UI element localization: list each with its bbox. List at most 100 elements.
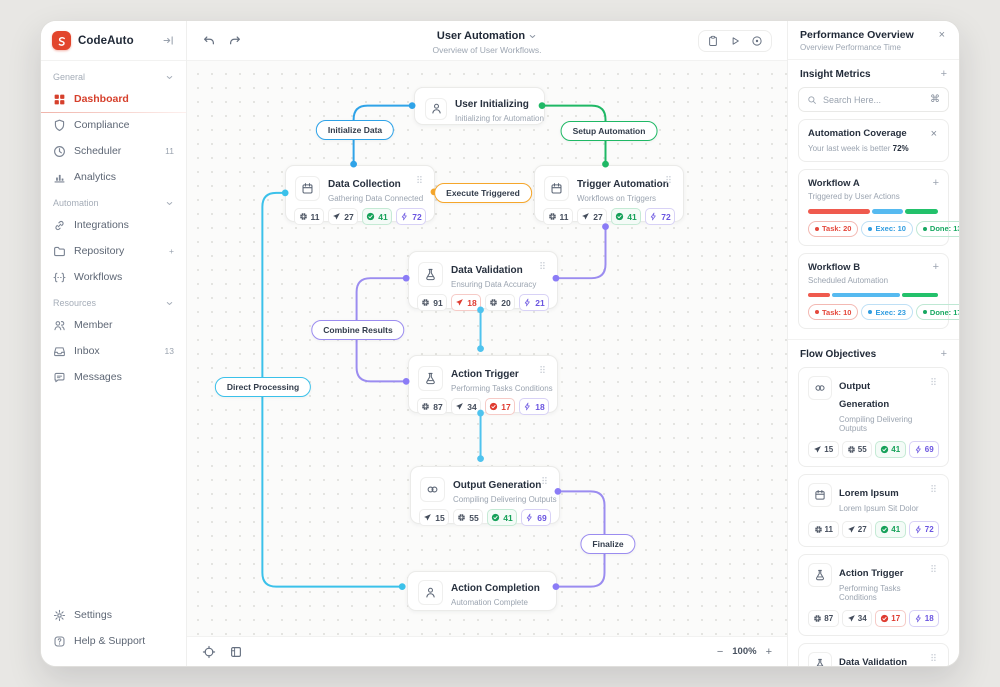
sidebar-item-repository[interactable]: Repository + [50,238,177,264]
clock-icon [53,145,66,158]
card-stats: 87 34 17 18 [808,610,939,627]
objective-card-lorem-ipsum[interactable]: Lorem Ipsum Lorem Ipsum Sit Dolor 11 27 … [798,474,949,547]
sidebar-item-integrations[interactable]: Integrations [50,212,177,238]
sidebar-item-dashboard[interactable]: Dashboard [41,86,186,113]
flow-title-dropdown[interactable]: User Automation [437,30,537,42]
node-data-validation[interactable]: Data Validation Ensuring Data Accuracy 9… [408,251,558,311]
zoom-in-button[interactable]: + [765,645,772,658]
node-output-generation[interactable]: Output Generation Compiling Delivering O… [410,466,560,526]
play-icon [729,35,741,47]
sidebar-item-messages[interactable]: Messages [50,364,177,390]
expand-workflow-button[interactable]: + [932,177,939,189]
done-pill: Done: 17 [915,304,959,320]
stat-bolt: 69 [521,509,551,526]
chevron-down-icon [165,299,174,308]
app-name: CodeAuto [78,34,134,47]
stat-bolt: 72 [396,208,426,225]
objective-card-action-trigger[interactable]: Action Trigger Performing Tasks Conditio… [798,554,949,636]
objective-card-output-generation[interactable]: Output Generation Compiling Delivering O… [798,367,949,467]
flow-objectives-header: Flow Objectives + [800,348,947,361]
undo-button[interactable] [202,34,216,48]
stat-wheel: 91 [417,294,447,311]
node-user-initializing[interactable]: User Initializing Initializing for Autom… [414,87,545,125]
edge-label-direct-processing[interactable]: Direct Processing [214,377,312,397]
sidebar-item-scheduler[interactable]: Scheduler 11 [50,138,177,164]
add-metric-button[interactable]: + [940,68,947,80]
drag-handle-icon[interactable] [537,364,548,375]
redo-button[interactable] [228,34,242,48]
drag-handle-icon[interactable] [928,376,939,387]
edge-label-finalize[interactable]: Finalize [580,534,636,554]
expand-workflow-button[interactable]: + [932,260,939,273]
sidebar-item-inbox[interactable]: Inbox 13 [50,338,177,364]
record-button[interactable] [751,35,763,47]
sidebar-section-automation[interactable]: Automation [50,190,177,212]
node-action-completion[interactable]: Action Completion Automation Complete [407,571,557,611]
sidebar-section-resources[interactable]: Resources [50,290,177,312]
flask-icon [418,366,443,391]
wheel-icon [813,614,822,623]
stat-bolt: 18 [908,610,939,627]
stat-bolt: 72 [908,521,939,538]
edge-label-execute-triggered[interactable]: Execute Triggered [434,183,532,203]
search-input[interactable] [823,94,924,105]
objective-card-data-validation[interactable]: Data Validation Ensuring Data Accuracy 9… [798,643,949,666]
edge-label-combine-results[interactable]: Combine Results [311,320,405,340]
panel-header: Performance Overview Overview Performanc… [788,21,959,60]
bolt-icon [523,402,532,411]
sidebar-collapse-icon[interactable] [162,34,175,47]
rocket-icon [847,614,856,623]
sidebar-item-member[interactable]: Member [50,312,177,338]
drag-handle-icon[interactable] [414,174,425,185]
drag-handle-icon[interactable] [928,563,939,574]
flask-icon [808,652,832,666]
sidebar-item-workflows[interactable]: Workflows [50,264,177,290]
bolt-icon [914,445,923,454]
zoom-out-button[interactable]: − [716,645,724,658]
stat-rocket: 27 [328,208,358,225]
chevron-down-icon [165,199,174,208]
drag-handle-icon[interactable] [663,174,674,185]
wheel-icon [814,525,823,534]
wheel-icon [421,402,430,411]
stat-wheel: 55 [453,509,483,526]
inbox-icon [53,345,66,358]
sidebar-item-settings[interactable]: Settings [50,602,177,628]
node-data-collection[interactable]: Data Collection Gathering Data Connected… [285,165,435,225]
drag-handle-icon[interactable] [539,475,550,486]
minimap-button[interactable] [229,645,243,659]
drag-handle-icon[interactable] [537,260,548,271]
clipboard-button[interactable] [707,35,719,47]
rocket-icon [423,513,432,522]
edge-label-setup-automation[interactable]: Setup Automation [560,121,658,141]
stat-check: 41 [875,521,906,538]
node-stats: 11 27 41 72 [286,208,434,233]
stat-rocket: 15 [808,441,839,458]
run-button[interactable] [729,35,741,47]
rocket-icon [581,212,590,221]
close-icon[interactable]: × [938,29,945,41]
sidebar-section-general[interactable]: General [50,64,177,86]
node-trigger-automation[interactable]: Trigger Automation Workflows on Triggers… [534,165,684,225]
close-icon[interactable]: × [930,128,937,140]
task-pill: Task: 20 [808,220,859,237]
sidebar: CodeAuto General Dashboard Compliance Sc… [41,21,187,666]
node-action-trigger[interactable]: Action Trigger Performing Tasks Conditio… [408,355,558,415]
target-icon [751,35,763,47]
person-icon [418,580,443,605]
card-stats: 15 55 41 69 [808,441,939,458]
locate-button[interactable] [202,645,216,659]
drag-handle-icon[interactable] [928,652,939,663]
flow-canvas[interactable]: User Initializing Initializing for Autom… [187,61,787,636]
check-icon [615,212,624,221]
stat-wheel: 11 [808,521,839,538]
main-area: User Automation Overview of User Workflo… [187,21,787,666]
edge-label-initialize-data[interactable]: Initialize Data [315,120,395,140]
exec-pill: Exec: 10 [861,220,913,237]
add-objective-button[interactable]: + [940,348,947,360]
drag-handle-icon[interactable] [928,483,939,494]
sidebar-item-compliance[interactable]: Compliance [50,112,177,138]
check-icon [880,445,889,454]
sidebar-item-analytics[interactable]: Analytics [50,164,177,190]
sidebar-item-help-support[interactable]: Help & Support [50,628,177,654]
